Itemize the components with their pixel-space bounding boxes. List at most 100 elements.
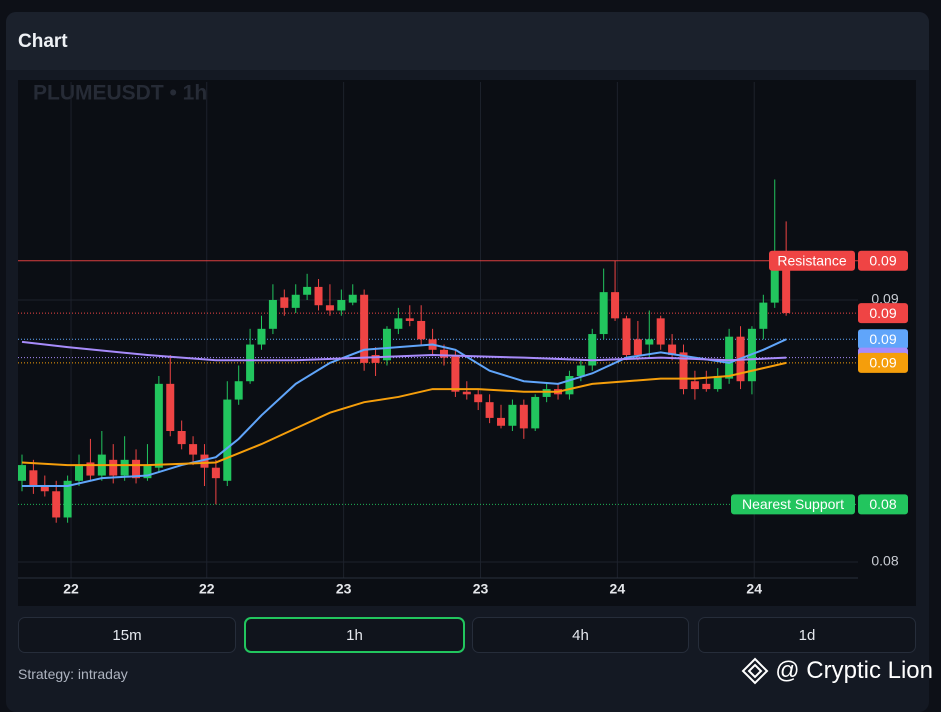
ma-value-label-bg [858,352,908,373]
candle-body [508,404,517,426]
candle-body [177,431,186,445]
brand-icon [741,657,769,685]
candle-body [234,381,243,400]
candle-body [588,334,597,366]
candle-body [120,459,129,476]
candle-body [782,255,791,314]
candle-body [86,462,95,476]
candle-body [519,404,528,429]
candle-body [497,417,506,426]
candle-body [599,292,608,335]
ma-line [21,338,787,488]
candle-body [52,491,61,518]
candle-body [417,320,426,340]
candle-body [63,480,72,518]
candle-body [268,299,277,329]
x-tick-label: 23 [336,581,352,597]
candle-body [565,375,574,395]
ma-line [21,340,787,362]
candle-body [325,305,334,311]
level-value-label-bg [858,494,908,515]
plot-background [18,80,916,606]
candle-body [109,459,118,476]
ma-value-label-bg [858,329,908,350]
candle-body [223,399,232,481]
candle-body [246,344,255,382]
candle-body [166,383,175,432]
candle-body [656,318,665,345]
candle-body [405,318,414,321]
y-tick-label: 0.09 [871,291,898,307]
candle-body [394,318,403,329]
card-header: Chart [6,12,929,70]
timeframe-button[interactable]: 4h [472,617,689,653]
candle-body [679,352,688,390]
candle-body [542,389,551,397]
card-title: Chart [18,31,68,52]
candle-body [200,454,209,468]
candle-body [189,444,198,455]
candle-body [451,355,460,392]
candle-body [485,402,494,418]
level-label: Resistance [777,252,846,268]
candle-body [576,365,585,376]
candle-body [40,486,49,492]
ma-line [21,361,787,467]
candle-body [303,286,312,295]
candle-body [371,355,380,363]
watermark: PLUMEUSDT • 1h [33,82,207,105]
candle-body [280,297,289,308]
x-tick-label: 24 [610,581,626,597]
candle-body [690,381,699,390]
candle-body [633,339,642,356]
level-value-label: 0.09 [869,252,896,268]
candle-body [713,375,722,390]
level-label-bg [769,250,855,271]
strategy-label: Strategy: intraday [18,666,128,682]
x-tick-label: 23 [473,581,489,597]
candle-body [611,292,620,319]
candle-body [132,459,141,479]
candle-body [337,299,346,311]
level-label: Nearest Support [742,496,844,512]
timeframe-button[interactable]: 1d [698,617,916,653]
candle-body [360,294,369,363]
timeframe-button[interactable]: 15m [18,617,236,653]
brand: @ Cryptic Lion [741,657,933,685]
candle-body [725,336,734,379]
ma-value-label: 0.09 [869,355,896,371]
candle-body [759,302,768,329]
x-tick-label: 22 [63,581,79,597]
level-value-label: 0.08 [869,496,896,512]
timeframe-button[interactable]: 1h [244,617,465,653]
candle-body [291,294,300,308]
candle-body [382,328,391,361]
candle-body [211,467,220,479]
candle-body [770,255,779,303]
x-tick-label: 24 [746,581,762,597]
level-label-bg [731,494,855,515]
candle-body [668,344,677,356]
candle-body [314,286,323,306]
candle-body [75,465,84,481]
x-tick-label: 22 [199,581,215,597]
candle-body [702,383,711,390]
ma-value-label: 0.09 [869,331,896,347]
candle-body [154,383,163,468]
candle-body [645,339,654,345]
y-tick-label: 0.08 [871,553,898,569]
candle-body [439,349,448,358]
candle-body [474,394,483,403]
candle-body [531,396,540,429]
candle-body [348,294,357,303]
candle-body [462,391,471,395]
candle-body [622,318,631,356]
brand-text: @ Cryptic Lion [775,657,933,684]
level-value-label-bg [858,250,908,271]
candle-body [143,465,152,479]
candle-body [257,328,266,345]
candle-body [17,465,26,481]
last-price-label: 0.09 [869,305,896,321]
candle-body [29,470,38,487]
